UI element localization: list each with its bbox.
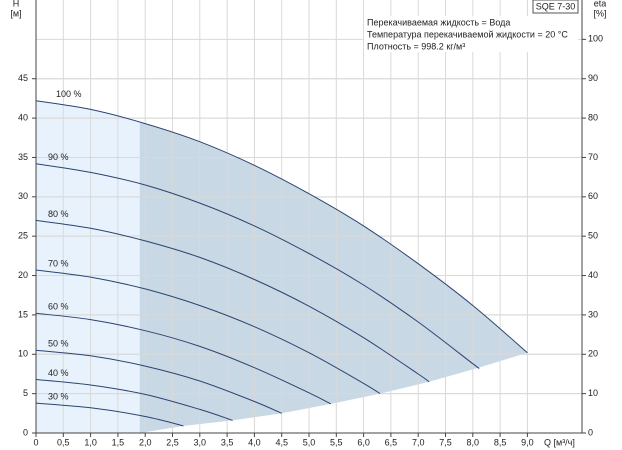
x-tick-label: 9,0 bbox=[521, 437, 534, 447]
curve bbox=[35, 312, 332, 405]
x-tick-label: 5,5 bbox=[330, 437, 343, 447]
y-axis-label: [м] bbox=[10, 8, 21, 18]
x-tick-label: 0 bbox=[33, 437, 38, 447]
y-tick-label: 15 bbox=[18, 309, 28, 319]
x-tick-label: 2,0 bbox=[139, 437, 152, 447]
y2-tick-label: 30 bbox=[588, 309, 598, 319]
x-tick-label: 1,5 bbox=[112, 437, 125, 447]
y-tick-label: 0 bbox=[23, 427, 28, 437]
y2-axis-label: [%] bbox=[593, 8, 606, 18]
x-tick-label: 5,0 bbox=[303, 437, 316, 447]
y2-tick-label: 20 bbox=[588, 349, 598, 359]
info-bg bbox=[364, 16, 578, 52]
y-tick-label: 35 bbox=[18, 152, 28, 162]
operating-area bbox=[139, 100, 528, 433]
x-tick-label: 6,0 bbox=[357, 437, 370, 447]
curve bbox=[35, 349, 282, 414]
curve bbox=[35, 219, 430, 383]
y2-tick-label: 10 bbox=[588, 388, 598, 398]
info-line: Перекачиваемая жидкость = Вода bbox=[367, 17, 510, 27]
y2-tick-label: 80 bbox=[588, 112, 598, 122]
curve-label: 90 % bbox=[48, 152, 69, 162]
x-tick-label: 8,5 bbox=[494, 437, 507, 447]
y2-tick-label: 60 bbox=[588, 191, 598, 201]
model-box bbox=[532, 0, 579, 14]
y-tick-label: 10 bbox=[18, 349, 28, 359]
y-tick-label: 5 bbox=[23, 388, 28, 398]
curve-label: 80 % bbox=[48, 209, 69, 219]
y2-axis-label: eta bbox=[594, 0, 607, 8]
curve-label: 50 % bbox=[48, 339, 69, 349]
x-tick-label: 7,5 bbox=[439, 437, 452, 447]
x-tick-label: 0,5 bbox=[57, 437, 70, 447]
model-label: SQE 7-30 bbox=[536, 1, 576, 11]
curve-label: 100 % bbox=[56, 89, 82, 99]
curve-label: 40 % bbox=[48, 368, 69, 378]
x-tick-label: 2,5 bbox=[166, 437, 179, 447]
x-tick-label: 3,5 bbox=[221, 437, 234, 447]
x-tick-label: 6,5 bbox=[385, 437, 398, 447]
info-line: Плотность = 998.2 кг/м³ bbox=[367, 41, 465, 51]
x-tick-label: 8,0 bbox=[467, 437, 480, 447]
x-tick-label: 4,5 bbox=[275, 437, 288, 447]
y-tick-label: 45 bbox=[18, 73, 28, 83]
x-tick-label: 3,0 bbox=[194, 437, 207, 447]
y-tick-label: 20 bbox=[18, 270, 28, 280]
curve bbox=[35, 163, 480, 369]
curve bbox=[35, 379, 233, 421]
x-tick-label: 4,0 bbox=[248, 437, 261, 447]
x-tick-label: 7,0 bbox=[412, 437, 425, 447]
curve-label: 60 % bbox=[48, 302, 69, 312]
curve bbox=[35, 269, 381, 395]
curve bbox=[35, 402, 184, 427]
x-tick-label: 1,0 bbox=[84, 437, 97, 447]
x-axis-label: Q [м³/ч] bbox=[544, 437, 575, 447]
y2-tick-label: 0 bbox=[588, 427, 593, 437]
y-tick-label: 40 bbox=[18, 112, 28, 122]
y2-tick-label: 70 bbox=[588, 152, 598, 162]
info-line: Температура перекачиваемой жидкости = 20… bbox=[367, 29, 568, 39]
curve-label: 30 % bbox=[48, 391, 69, 401]
y2-tick-label: 90 bbox=[588, 73, 598, 83]
y-tick-label: 25 bbox=[18, 231, 28, 241]
y2-tick-label: 40 bbox=[588, 270, 598, 280]
y2-tick-label: 100 bbox=[588, 34, 603, 44]
curve-label: 70 % bbox=[48, 258, 69, 268]
y-tick-label: 30 bbox=[18, 191, 28, 201]
y2-tick-label: 50 bbox=[588, 231, 598, 241]
curve bbox=[35, 100, 528, 354]
y-axis-label: H bbox=[13, 0, 20, 8]
